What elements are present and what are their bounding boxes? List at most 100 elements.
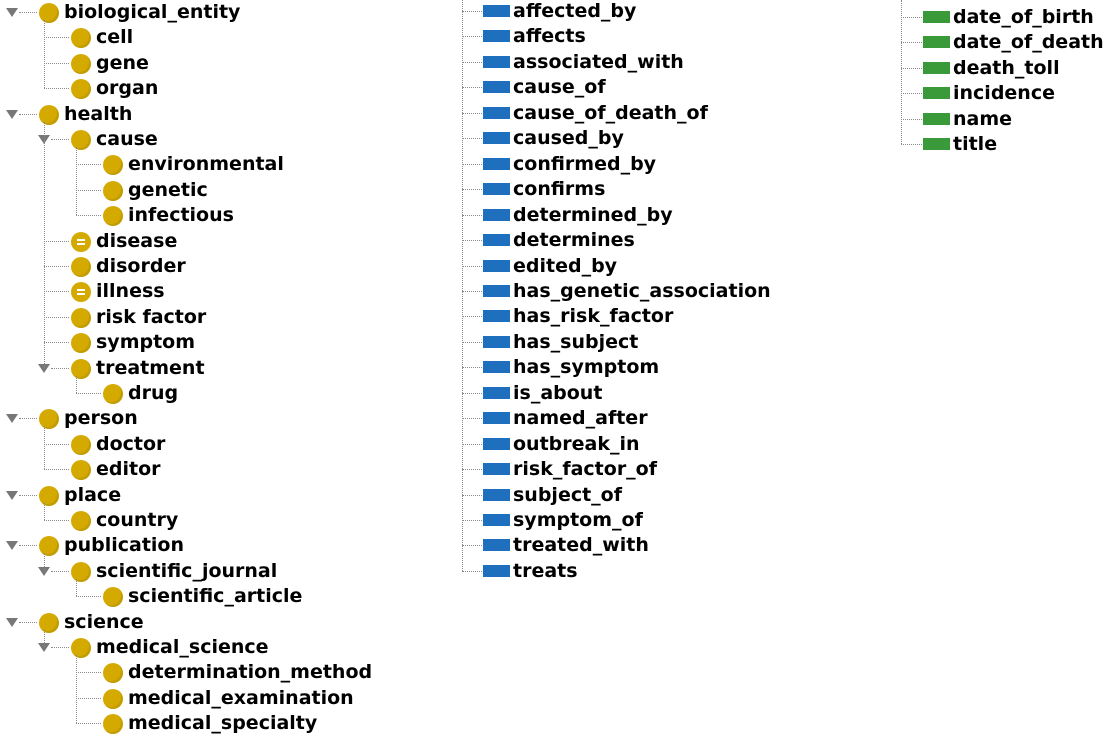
data-property-item[interactable]: name [0, 107, 1116, 132]
class-tree-item[interactable]: cell [0, 25, 440, 50]
class-tree-item[interactable]: country [0, 508, 440, 533]
data-property-item[interactable]: incidence [0, 81, 1116, 106]
object-property-item[interactable]: confirmed_by [0, 152, 800, 177]
object-property-label: edited_by [513, 254, 618, 277]
class-tree-item[interactable]: publication [0, 533, 440, 558]
data-property-label: date_of_birth [953, 6, 1094, 28]
class-tree-item[interactable]: doctor [0, 432, 440, 457]
class-label: gene [96, 51, 149, 74]
class-icon [71, 434, 91, 455]
class-tree-item[interactable]: determination_method [0, 660, 440, 685]
object-property-item[interactable]: has_subject [0, 330, 800, 355]
class-tree-item[interactable]: editor [0, 457, 440, 482]
object-property-item[interactable]: risk_factor_of [0, 457, 800, 482]
object-property-item[interactable]: cause_of [0, 75, 800, 100]
object-property-item[interactable]: determined_by [0, 203, 800, 228]
class-tree-item[interactable]: organ [0, 76, 440, 101]
object-property-item[interactable]: affects [0, 24, 800, 49]
object-property-icon [483, 412, 510, 425]
object-property-label: has_risk_factor [513, 305, 674, 328]
class-tree-item[interactable]: genetic [0, 178, 440, 203]
data-property-item[interactable]: date_of_birth [0, 5, 1116, 30]
class-tree-item[interactable]: gene [0, 51, 440, 76]
data-property-label: title [953, 133, 998, 155]
tree-connector [44, 121, 45, 368]
object-property-item[interactable]: outbreak_in [0, 432, 800, 457]
object-property-item[interactable]: has_risk_factor [0, 304, 800, 329]
class-tree-item[interactable]: biological_entity [0, 0, 440, 25]
class-tree-item[interactable]: cause [0, 127, 440, 152]
object-property-item[interactable]: treated_with [0, 533, 800, 558]
class-tree-item[interactable]: science [0, 610, 440, 635]
data-property-item[interactable]: date_of_death [0, 30, 1116, 55]
expand-toggle-icon[interactable] [6, 8, 18, 17]
expand-toggle-icon[interactable] [38, 643, 50, 652]
object-property-item[interactable]: treats [0, 559, 800, 584]
object-property-item[interactable]: symptom_of [0, 508, 800, 533]
class-tree-item[interactable]: person [0, 406, 440, 431]
class-tree-item[interactable]: symptom [0, 330, 440, 355]
expand-toggle-icon[interactable] [38, 566, 50, 576]
class-tree-item[interactable]: medical_science [0, 635, 440, 660]
class-tree-item[interactable]: infectious [0, 203, 440, 228]
class-tree-item[interactable]: medical_examination [0, 686, 440, 711]
data-property-item[interactable]: death_toll [0, 56, 1116, 81]
object-property-item[interactable]: subject_of [0, 483, 800, 508]
class-icon [39, 409, 59, 430]
object-property-item[interactable]: has_genetic_association [0, 279, 800, 304]
object-property-icon [483, 514, 510, 526]
class-label: organ [96, 77, 159, 100]
expand-toggle-icon[interactable] [6, 490, 18, 500]
class-label: drug [128, 382, 179, 404]
class-tree-item[interactable]: place [0, 483, 440, 508]
class-icon [103, 206, 123, 227]
tree-connector [51, 367, 69, 369]
expand-toggle-icon[interactable] [6, 109, 18, 119]
class-tree-item[interactable]: drug [0, 381, 440, 406]
object-property-item[interactable]: affected_by [0, 0, 800, 24]
tree-connector [19, 113, 37, 115]
tree-connector [44, 342, 69, 344]
object-property-item[interactable]: named_after [0, 406, 800, 431]
object-property-item[interactable]: caused_by [0, 126, 800, 151]
tree-connector [76, 578, 77, 597]
object-property-item[interactable]: associated_with [0, 50, 800, 75]
object-property-item[interactable]: has_symptom [0, 355, 800, 380]
expand-toggle-icon[interactable] [38, 363, 50, 373]
data-property-icon [923, 11, 950, 23]
class-tree-item[interactable]: treatment [0, 356, 440, 381]
object-property-item[interactable]: cause_of_death_of [0, 101, 800, 126]
class-tree-item[interactable]: disorder [0, 254, 440, 279]
class-tree-item[interactable]: medical_specialty [0, 711, 440, 736]
class-tree-item[interactable]: risk factor [0, 305, 440, 330]
data-property-item[interactable]: title [0, 132, 1116, 157]
tree-connector [44, 291, 69, 293]
expand-toggle-icon[interactable] [6, 414, 18, 424]
class-tree-item[interactable]: disease [0, 229, 440, 254]
object-property-item[interactable]: edited_by [0, 254, 800, 279]
class-icon [71, 257, 91, 277]
class-tree-item[interactable]: illness [0, 279, 440, 304]
object-property-icon [483, 234, 510, 247]
class-tree-item[interactable]: environmental [0, 152, 440, 177]
expand-toggle-icon[interactable] [6, 541, 18, 551]
object-property-label: subject_of [513, 483, 622, 506]
class-tree-item[interactable]: scientific_journal [0, 559, 440, 584]
data-property-icon [923, 36, 950, 49]
class-label: publication [64, 534, 185, 557]
tree-connector [462, 367, 482, 369]
object-property-item[interactable]: is_about [0, 381, 800, 406]
class-icon [71, 638, 91, 658]
object-property-icon [483, 539, 510, 552]
tree-connector [44, 426, 45, 470]
class-icon [103, 384, 123, 404]
class-tree-item[interactable]: scientific_article [0, 584, 440, 609]
object-property-item[interactable]: confirms [0, 177, 800, 202]
tree-connector [44, 266, 69, 267]
equivalent-class-icon [71, 231, 91, 252]
tree-connector [462, 11, 482, 12]
class-tree-item[interactable]: health [0, 102, 440, 127]
class-label: environmental [128, 153, 284, 176]
expand-toggle-icon[interactable] [6, 617, 18, 627]
object-property-item[interactable]: determines [0, 228, 800, 253]
